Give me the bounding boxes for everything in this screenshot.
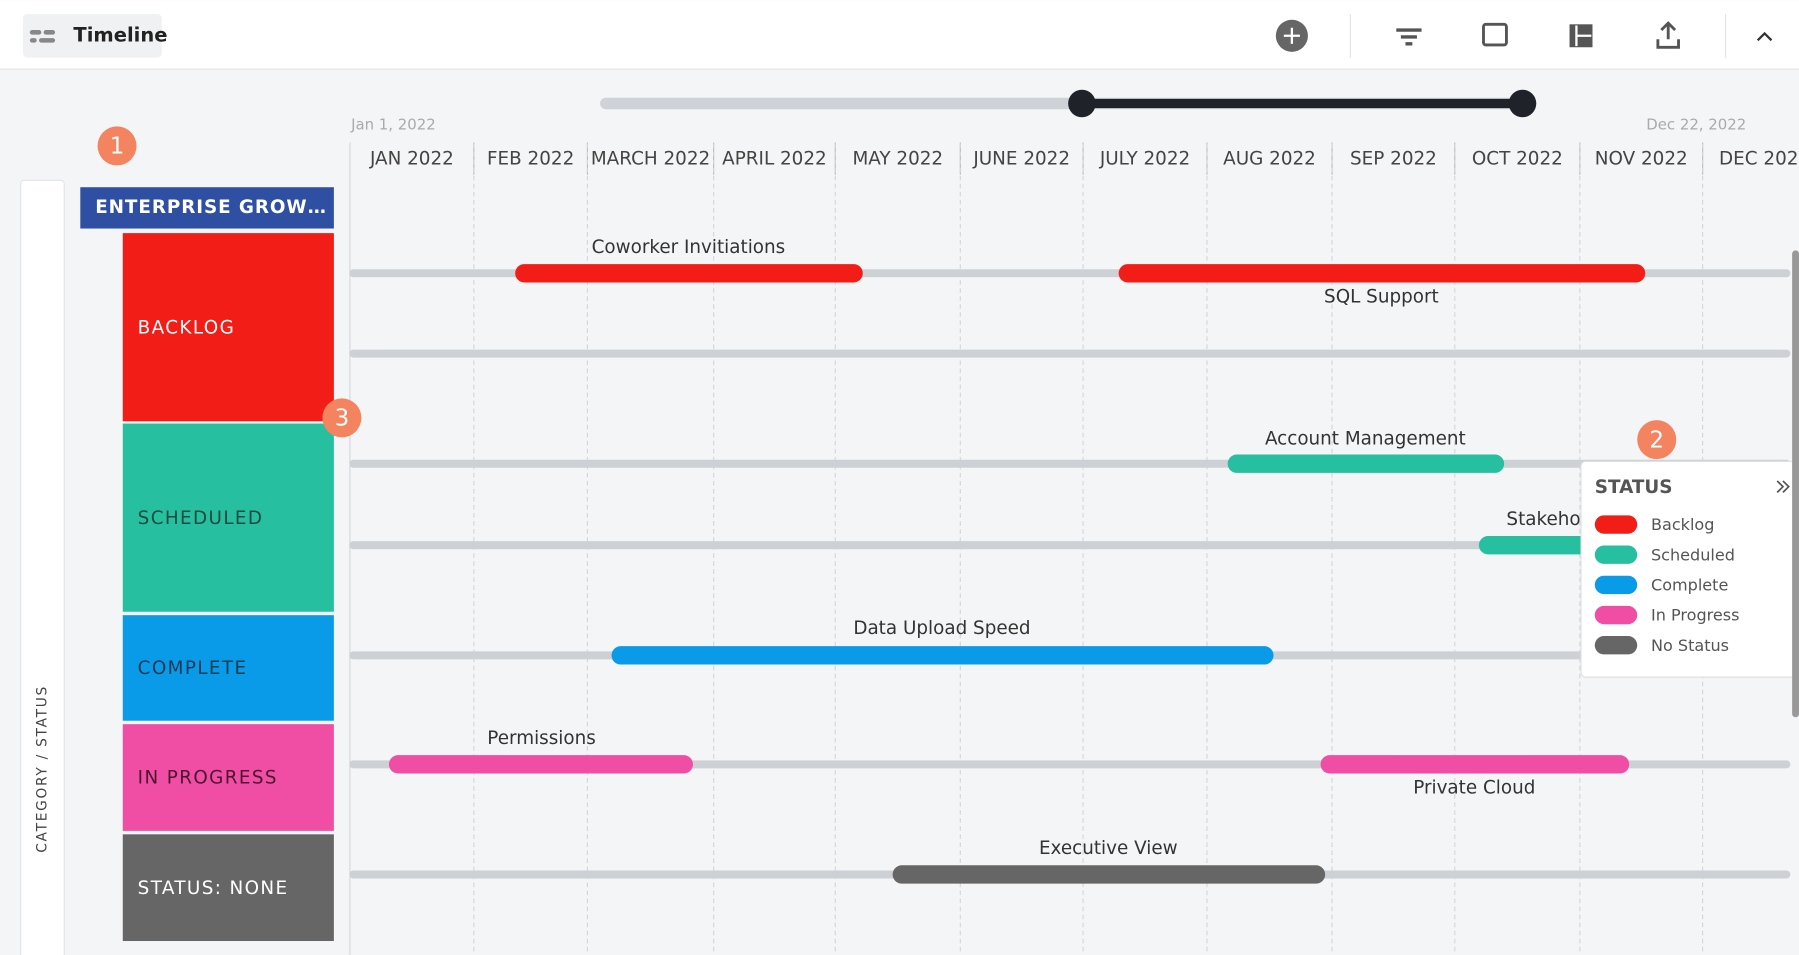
legend-swatch — [1594, 636, 1638, 655]
status-label: STATUS: NONE — [138, 878, 289, 899]
collapse-button[interactable] — [1756, 31, 1773, 42]
range-end: Dec 22, 2022 — [1646, 115, 1746, 133]
legend-swatch — [1594, 575, 1638, 595]
status-lane — [122, 233, 334, 422]
month-label: FEB 2022 — [487, 149, 574, 170]
toolbar — [0, 0, 1799, 70]
scrollbar[interactable] — [1792, 250, 1799, 718]
month-label: DEC 2022 — [1719, 149, 1799, 170]
bar-label: SQL Support — [1324, 286, 1439, 307]
sidebar — [20, 179, 65, 955]
month-label: JULY 2022 — [1099, 149, 1190, 170]
month-label: AUG 2022 — [1223, 149, 1316, 170]
bar-label: Account Management — [1265, 429, 1466, 450]
legend-label: No Status — [1651, 636, 1729, 655]
month-label: MARCH 2022 — [591, 149, 710, 170]
settings-button[interactable] — [1482, 22, 1508, 47]
status-label: COMPLETE — [138, 658, 248, 679]
bar-label: Coworker Invitiations — [592, 237, 786, 258]
bar-label: Private Cloud — [1413, 777, 1535, 798]
status-lane — [122, 423, 334, 612]
status-lane — [122, 615, 334, 721]
legend-label: Complete — [1651, 576, 1728, 595]
add-icon — [1283, 27, 1300, 44]
layout-icon — [1575, 25, 1592, 47]
sidebar-label: CATEGORY / STATUS — [34, 685, 50, 853]
badge-number: 2 — [1649, 427, 1664, 453]
bar-label: Permissions — [487, 728, 596, 749]
legend-swatch — [1594, 545, 1638, 564]
filter-button[interactable] — [1396, 28, 1422, 46]
badge — [1637, 420, 1677, 460]
month-header: JAN 2022 FEB 2022 MARCH 2022 APRIL 2022 MAY … — [349, 142, 1799, 175]
bar-label: Data Upload Speed — [853, 618, 1030, 639]
range-handle[interactable] — [1508, 89, 1537, 118]
badge-number: 3 — [335, 405, 350, 431]
month-label: MAY 2022 — [852, 149, 943, 170]
status-label: SCHEDULED — [138, 508, 264, 529]
badge — [322, 398, 362, 438]
legend-swatch — [1594, 605, 1638, 625]
legend-title: STATUS — [1595, 477, 1673, 498]
badge — [97, 126, 137, 166]
group-header[interactable] — [80, 187, 334, 229]
legend-swatch — [1594, 515, 1638, 534]
legend-items: Backlog Scheduled Complete In Progress No St… — [1594, 515, 1739, 655]
legend-label: Backlog — [1651, 515, 1714, 534]
legend-panel — [1580, 460, 1799, 678]
legend-label: In Progress — [1651, 606, 1739, 625]
group-label: ENTERPRISE GROW… — [95, 197, 327, 218]
timeline-tab[interactable] — [22, 13, 162, 58]
range-start: Jan 1, 2022 — [350, 115, 436, 133]
status-lane — [122, 724, 334, 831]
month-label: SEP 2022 — [1350, 149, 1437, 170]
timeline-icon — [29, 30, 56, 43]
status-lane — [122, 834, 334, 942]
toolbar-title: Timeline — [73, 23, 167, 46]
timeline-content: JAN 2022 FEB 2022 MARCH 2022 APRIL 2022 MAY … — [122, 142, 1799, 955]
badge-number: 1 — [110, 134, 125, 160]
legend-collapse[interactable] — [1776, 480, 1790, 494]
range-handle[interactable] — [1068, 89, 1096, 118]
month-label: JUNE 2022 — [972, 149, 1070, 170]
bar-label: Stakeho — [1506, 509, 1580, 530]
month-label: OCT 2022 — [1472, 149, 1563, 170]
bar-label: Executive View — [1039, 838, 1178, 859]
month-label: NOV 2022 — [1595, 149, 1688, 170]
legend-label: Scheduled — [1651, 545, 1735, 564]
badges: 1 2 3 — [97, 126, 1677, 460]
export-button[interactable] — [1656, 21, 1680, 49]
status-label: BACKLOG — [138, 317, 236, 338]
month-label: APRIL 2022 — [722, 149, 827, 170]
status-label: IN PROGRESS — [138, 768, 278, 789]
month-label: JAN 2022 — [369, 149, 454, 170]
